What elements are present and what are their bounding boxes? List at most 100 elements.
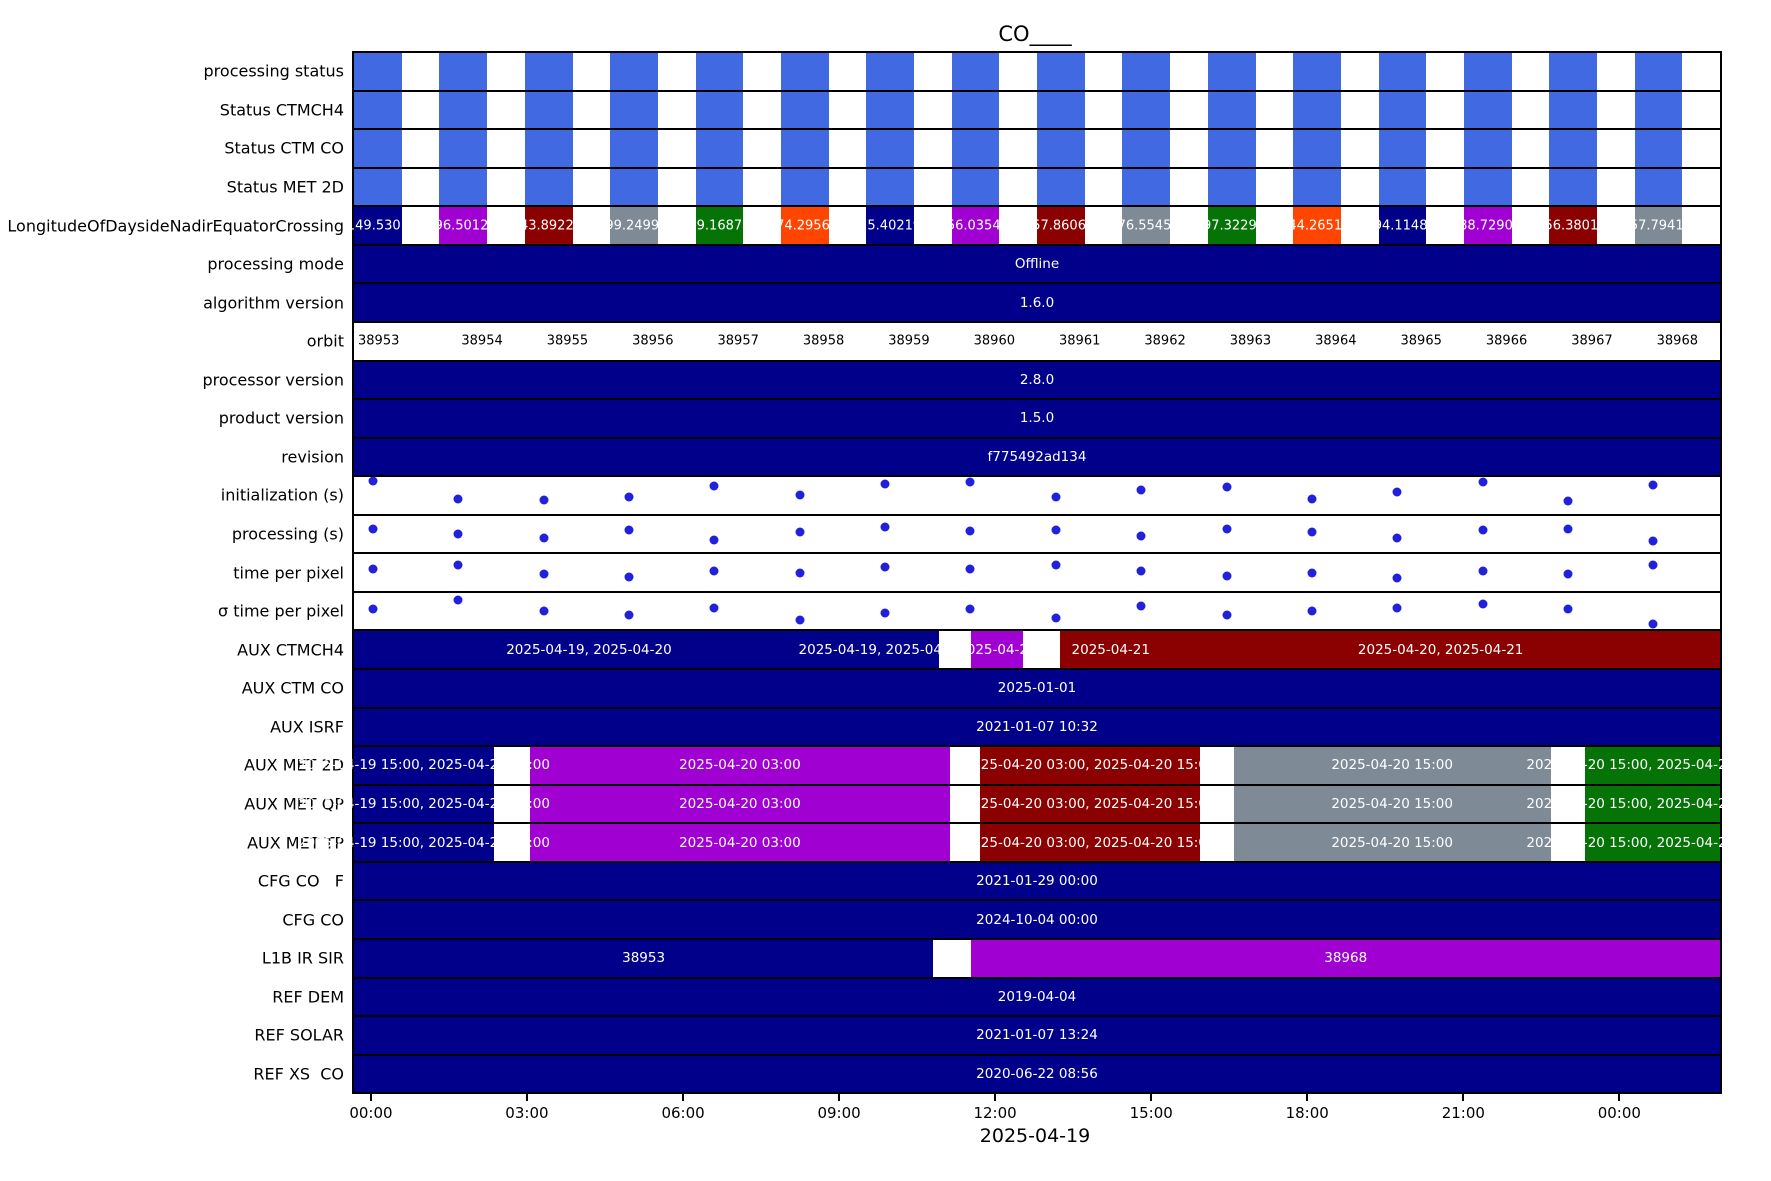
data-point (880, 562, 890, 572)
longitude-value: -44.26517 (1283, 218, 1351, 234)
longitude-value: -99.24995 (600, 218, 668, 234)
status-block (610, 168, 658, 206)
row-label: revision (281, 447, 344, 467)
status-block (1463, 91, 1512, 129)
data-point (709, 603, 719, 612)
longitude-block (1122, 207, 1171, 244)
longitude-block (1634, 207, 1683, 244)
data-point (624, 492, 634, 502)
chart-row-aux-met-2d: AUX MET 2D 2025-04-19 15:00, 2025-04-20 0… (244, 747, 1771, 786)
data-point (1392, 603, 1402, 612)
status-block (354, 130, 402, 167)
row-label: Status MET 2D (226, 177, 344, 197)
data-point (1392, 487, 1402, 497)
data-point (1392, 573, 1402, 583)
data-point (709, 566, 719, 576)
segment-label: 38953 (622, 950, 666, 967)
bar-value: Offline (1014, 256, 1060, 273)
segment-label: 2025-04-19, 2025-04-20 (506, 641, 672, 658)
data-point (1648, 560, 1658, 570)
chart-row-status-met-2d: Status MET 2D (227, 168, 1720, 208)
status-block (354, 168, 402, 206)
row-label: time per pixel (233, 563, 344, 583)
status-block (524, 91, 573, 129)
bar-value: 2020-06-22 08:56 (976, 1065, 1098, 1082)
longitude-value: -97.32291 (1198, 218, 1266, 234)
status-block (439, 91, 488, 129)
data-point (1648, 536, 1658, 546)
row-label: algorithm version (203, 293, 344, 313)
orbit-number: 38968 (1656, 333, 1698, 349)
data-point (368, 604, 378, 614)
status-block (1634, 168, 1683, 206)
data-point (453, 560, 463, 570)
segment-label: 38968 (1324, 950, 1368, 967)
orbit-number: 38961 (1059, 333, 1101, 349)
x-tick-mark (1306, 1092, 1309, 1101)
data-point (368, 476, 378, 486)
full-bar (354, 708, 1720, 746)
data-point (709, 481, 719, 491)
row-label: REF DEM (272, 987, 344, 1007)
longitude-block (439, 207, 488, 244)
data-point (453, 529, 463, 539)
full-bar (354, 361, 1720, 399)
data-point (795, 615, 805, 625)
bar-value: 2.8.0 (1019, 371, 1055, 388)
segment-label: 2025-04-19 15:00, 2025-04-20 03:00 (298, 757, 550, 774)
data-point (1307, 568, 1317, 578)
status-block (1634, 130, 1683, 167)
longitude-value: -94.11486 (1369, 218, 1436, 234)
status-block (1463, 130, 1512, 167)
data-point (965, 526, 975, 536)
timeline-segment (1584, 824, 1720, 861)
status-block (1378, 53, 1427, 90)
status-block (1463, 168, 1512, 206)
segment-label: 2025-04-20 15:00 (1331, 795, 1453, 812)
segment-label: 2025-04-20 03:00 (679, 834, 801, 851)
data-point (1051, 560, 1061, 570)
bar-value: 1.5.0 (1019, 410, 1055, 427)
segment-label: 2025-04-20 03:00 (679, 757, 801, 774)
row-label: Status CTMCH4 (219, 100, 344, 120)
status-block (1549, 53, 1598, 90)
timeline-segment (354, 631, 824, 668)
status-block (951, 130, 1000, 167)
status-block (1293, 130, 1341, 167)
chart-row-processing-mode: processing mode Offline (207, 245, 1720, 285)
data-point (368, 564, 378, 574)
data-point (624, 572, 634, 582)
segment-label: 2025-04-20 03:00, 2025-04-20 15:00 (963, 834, 1216, 851)
segment-label: 2025-04-20 15:00, 2025-04-21 03:00 (1526, 795, 1771, 812)
status-block (1463, 53, 1512, 90)
data-point (795, 527, 805, 537)
segment-label: 2025-04-20 15:00, 2025-04-21 03:00 (1526, 757, 1771, 774)
longitude-block (780, 207, 829, 244)
status-block (780, 168, 829, 206)
data-point (539, 495, 549, 505)
longitude-value: -76.55456 (1112, 218, 1180, 234)
segment-label: 2025-04-20 15:00 (1331, 757, 1453, 774)
data-point (880, 479, 890, 489)
chart-row-aux-met-qp: AUX MET QP 2025-04-19 15:00, 2025-04-20 0… (244, 785, 1771, 825)
full-bar (354, 438, 1720, 476)
status-block (866, 53, 915, 90)
data-point (709, 535, 719, 545)
status-block (951, 168, 1000, 206)
row-label: LongitudeOfDaysideNadirEquatorCrossing (7, 216, 344, 236)
row-label: L1B IR SIR (261, 948, 344, 968)
status-block (524, 53, 573, 90)
timeline-segment (354, 747, 494, 784)
status-block (695, 130, 744, 167)
status-block (439, 130, 488, 167)
x-tick-label: 21:00 (1441, 1104, 1485, 1122)
orbit-number: 38963 (1229, 333, 1272, 349)
status-block (1037, 53, 1085, 90)
x-tick-label: 06:00 (661, 1104, 705, 1122)
full-bar (354, 284, 1720, 321)
data-point (880, 522, 890, 532)
longitude-value: 25.40219 (859, 218, 922, 234)
timeline-segment (354, 824, 494, 861)
longitude-block (951, 207, 1000, 244)
data-point (368, 524, 378, 534)
